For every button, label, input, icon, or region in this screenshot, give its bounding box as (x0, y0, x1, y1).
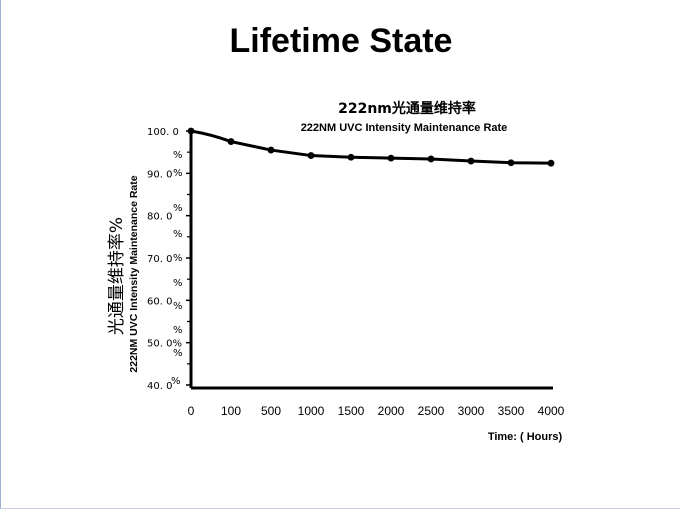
x-tick-label: 1500 (338, 404, 365, 418)
y-tick-label: 100. 0 (147, 127, 179, 138)
y-percent-mark: % (173, 150, 183, 161)
data-point (547, 159, 555, 167)
y-percent-mark: % (173, 168, 183, 179)
y-tick-label: 70. 0 (147, 254, 172, 265)
data-point (427, 155, 435, 163)
data-point (227, 138, 235, 145)
data-point (307, 152, 315, 159)
y-tick-label: 80. 0 (147, 212, 172, 223)
x-tick-label: 3500 (498, 404, 525, 418)
x-tick-label: 2500 (418, 404, 445, 418)
y-axis-labels: 光通量维持率% 222NM UVC Intensity Maintenance … (107, 175, 140, 372)
slide-title: Lifetime State (229, 22, 453, 60)
x-tick-label: 500 (261, 404, 281, 418)
data-point (387, 154, 395, 162)
x-tick-label: 4000 (538, 404, 565, 418)
y-ticks: 100. 0 90. 0 80. 0 70. 0 60. 0 50. 0% 40. 0%%%… (147, 127, 191, 392)
data-point (507, 159, 515, 167)
chart-title: 222nm光通量维持率 (338, 100, 476, 117)
y-tick-label: 40. 0 (147, 381, 172, 392)
y-tick-label: 50. 0% (147, 339, 182, 350)
y-percent-mark: % (171, 376, 181, 387)
x-tick-label: 0 (188, 404, 195, 418)
x-tick-label: 1000 (298, 404, 325, 418)
x-tick-label: 3000 (458, 404, 485, 418)
data-point (467, 157, 475, 165)
y-percent-mark: % (173, 301, 183, 312)
y-percent-mark: % (173, 229, 183, 240)
chart-subtitle: 222NM UVC Intensity Maintenance Rate (301, 122, 508, 134)
x-axis-label: Time: ( Hours) (488, 431, 563, 443)
data-point (267, 146, 275, 154)
data-point (187, 127, 195, 135)
data-point (347, 153, 355, 161)
y-percent-mark: % (173, 278, 183, 289)
y-percent-mark: % (173, 203, 183, 214)
series-line (190, 129, 552, 165)
y-axis-label-en: 222NM UVC Intensity Maintenance Rate (128, 175, 140, 372)
y-percent-mark: % (173, 253, 183, 264)
y-percent-mark: % (173, 325, 183, 336)
x-ticks: 0 100 500 1000 1500 2000 2500 3000 3500 4000 (188, 404, 565, 418)
y-percent-mark: % (173, 348, 183, 359)
x-tick-label: 100 (221, 404, 241, 418)
x-tick-label: 2000 (378, 404, 405, 418)
series (187, 127, 555, 167)
y-tick-label: 90. 0 (147, 169, 172, 180)
y-tick-label: 60. 0 (147, 296, 172, 307)
y-axis-label-cn: 光通量维持率% (107, 217, 127, 335)
axes (189, 128, 553, 390)
